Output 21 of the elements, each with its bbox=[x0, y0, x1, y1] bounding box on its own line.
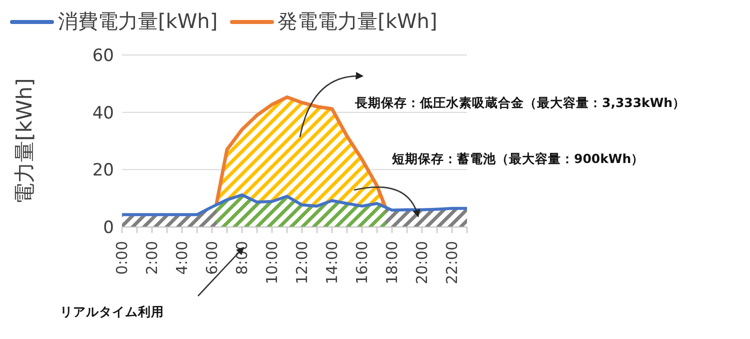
x-tick-label: 20:00 bbox=[413, 241, 431, 284]
x-tick-label: 6:00 bbox=[203, 241, 221, 275]
y-tick-label: 0 bbox=[103, 218, 114, 238]
annotation: 長期保存：低圧水素吸蔵合金（最大容量：3,333kWh） bbox=[355, 95, 686, 112]
annotation: 短期保存：蓄電池（最大容量：900kWh） bbox=[392, 151, 644, 168]
x-tick-label: 0:00 bbox=[113, 241, 131, 275]
x-tick-label: 18:00 bbox=[383, 241, 401, 284]
y-tick-label: 40 bbox=[92, 103, 114, 124]
x-tick-label: 16:00 bbox=[353, 241, 371, 284]
y-axis-title: 電力量[kWh] bbox=[12, 78, 36, 204]
x-tick-label: 2:00 bbox=[143, 241, 161, 275]
x-tick-label: 4:00 bbox=[173, 241, 191, 275]
x-tick-label: 10:00 bbox=[263, 241, 281, 284]
x-tick-label: 12:00 bbox=[293, 241, 311, 284]
y-tick-label: 20 bbox=[92, 160, 114, 181]
legend-label: 発電電力量[kWh] bbox=[278, 8, 438, 35]
legend-label: 消費電力量[kWh] bbox=[58, 8, 218, 35]
x-tick-label: 14:00 bbox=[323, 241, 341, 284]
text: リアルタイム利用 bbox=[60, 304, 164, 321]
y-tick-label: 60 bbox=[92, 46, 114, 66]
x-tick-label: 22:00 bbox=[443, 241, 461, 284]
